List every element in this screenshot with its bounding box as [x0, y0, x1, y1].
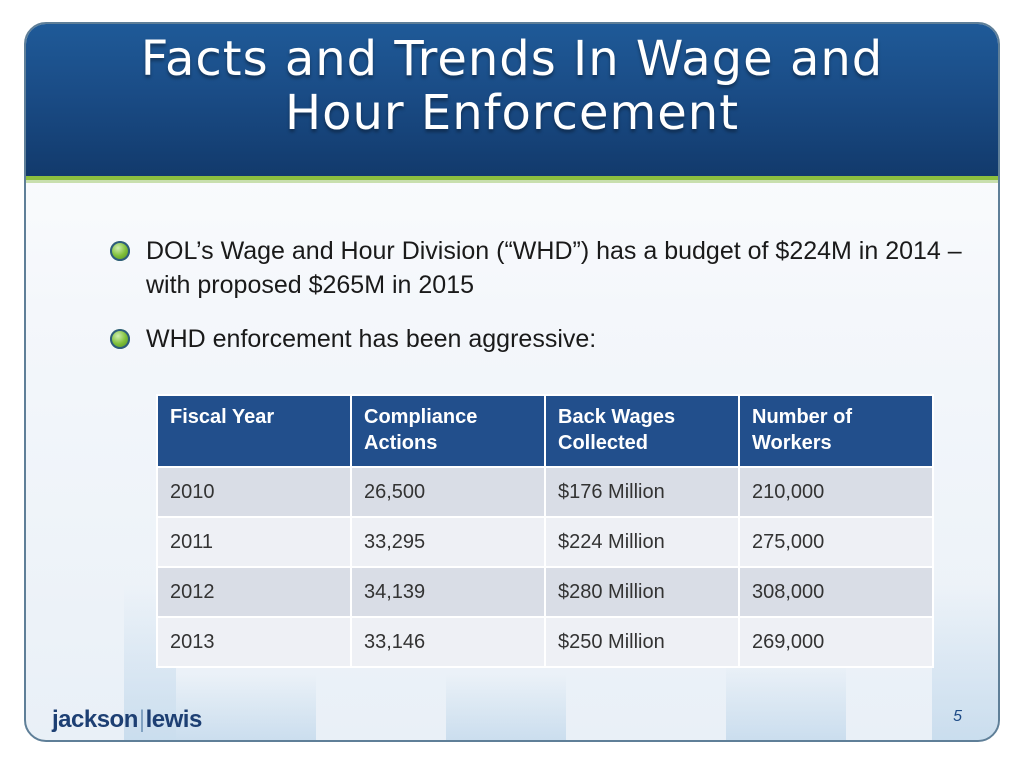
table-cell: 275,000 — [738, 516, 934, 568]
logo-separator: | — [138, 706, 145, 733]
header-back-wages: Back Wages Collected — [544, 394, 740, 468]
slide-frame: Facts and Trends In Wage and Hour Enforc… — [24, 22, 1000, 742]
bullet-list: DOL’s Wage and Hour Division (“WHD”) has… — [110, 234, 970, 376]
header-compliance-actions: Compliance Actions — [350, 394, 546, 468]
table-cell: 2012 — [156, 566, 352, 618]
table-cell: $176 Million — [544, 466, 740, 518]
background-block — [176, 674, 316, 740]
table-cell: $224 Million — [544, 516, 740, 568]
background-block — [726, 664, 846, 740]
table-cell: 210,000 — [738, 466, 934, 518]
bullet-text: WHD enforcement has been aggressive: — [146, 325, 597, 353]
table-cell: $280 Million — [544, 566, 740, 618]
bullet-text: DOL’s Wage and Hour Division (“WHD”) has… — [146, 237, 962, 299]
bullet-item: DOL’s Wage and Hour Division (“WHD”) has… — [110, 234, 970, 302]
table-cell: 33,146 — [350, 616, 546, 668]
slide-header: Facts and Trends In Wage and Hour Enforc… — [26, 24, 998, 176]
table-header-row: Fiscal Year Compliance Actions Back Wage… — [156, 394, 934, 468]
table-cell: 26,500 — [350, 466, 546, 518]
table-cell: 2013 — [156, 616, 352, 668]
table-cell: 34,139 — [350, 566, 546, 618]
table-cell: 308,000 — [738, 566, 934, 618]
title-line-1: Facts and Trends In Wage and — [140, 31, 884, 87]
header-accent-line — [26, 176, 998, 180]
header-number-of-workers: Number of Workers — [738, 394, 934, 468]
table-row: 2011 33,295 $224 Million 275,000 — [156, 516, 934, 568]
background-block — [932, 584, 998, 740]
header-accent-line-light — [26, 180, 998, 183]
bullet-item: WHD enforcement has been aggressive: — [110, 322, 970, 356]
company-logo: jackson|lewis — [52, 706, 202, 734]
table-cell: 269,000 — [738, 616, 934, 668]
title-line-2: Hour Enforcement — [284, 85, 740, 141]
table-cell: $250 Million — [544, 616, 740, 668]
bullet-icon — [110, 241, 130, 261]
enforcement-table: Fiscal Year Compliance Actions Back Wage… — [156, 394, 934, 668]
logo-text-left: jackson — [52, 706, 138, 733]
table-row: 2010 26,500 $176 Million 210,000 — [156, 466, 934, 518]
table-row: 2013 33,146 $250 Million 269,000 — [156, 616, 934, 668]
slide-title: Facts and Trends In Wage and Hour Enforc… — [26, 32, 998, 140]
logo-text-right: lewis — [145, 706, 203, 733]
page-number: 5 — [953, 708, 962, 725]
table-cell: 2010 — [156, 466, 352, 518]
background-block — [446, 674, 566, 740]
bullet-icon — [110, 329, 130, 349]
header-fiscal-year: Fiscal Year — [156, 394, 352, 468]
table-row: 2012 34,139 $280 Million 308,000 — [156, 566, 934, 618]
table-cell: 2011 — [156, 516, 352, 568]
table-cell: 33,295 — [350, 516, 546, 568]
